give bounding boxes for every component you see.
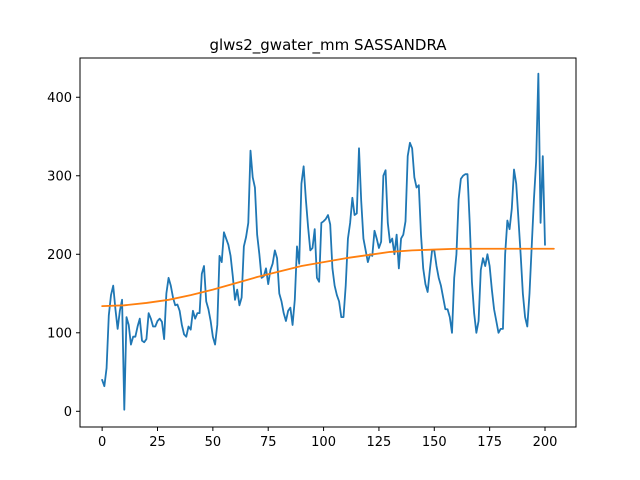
series-layer [101, 72, 555, 411]
series-line-trend [101, 247, 555, 307]
y-tick-label: 400 [47, 91, 72, 106]
plot-frame [79, 57, 577, 428]
x-tick-label: 150 [422, 435, 447, 450]
series-line-observed [101, 72, 546, 411]
x-tick-label: 25 [149, 435, 166, 450]
x-tick-label: 175 [477, 435, 502, 450]
chart-title: glws2_gwater_mm SASSANDRA [209, 36, 447, 55]
x-tick-label: 75 [260, 435, 277, 450]
y-tick-label: 100 [47, 326, 72, 341]
x-tick-label: 50 [205, 435, 222, 450]
x-tick-label: 125 [367, 435, 392, 450]
x-tick-label: 200 [533, 435, 558, 450]
y-tick-label: 0 [64, 405, 72, 420]
y-tick-label: 200 [47, 248, 72, 263]
y-tick-label: 300 [47, 169, 72, 184]
x-tick-label: 100 [311, 435, 336, 450]
x-tick-label: 0 [98, 435, 106, 450]
axes-layer: 0 25 50 75 100 125 150 175 200 0 100 200 300 400 [47, 57, 577, 450]
